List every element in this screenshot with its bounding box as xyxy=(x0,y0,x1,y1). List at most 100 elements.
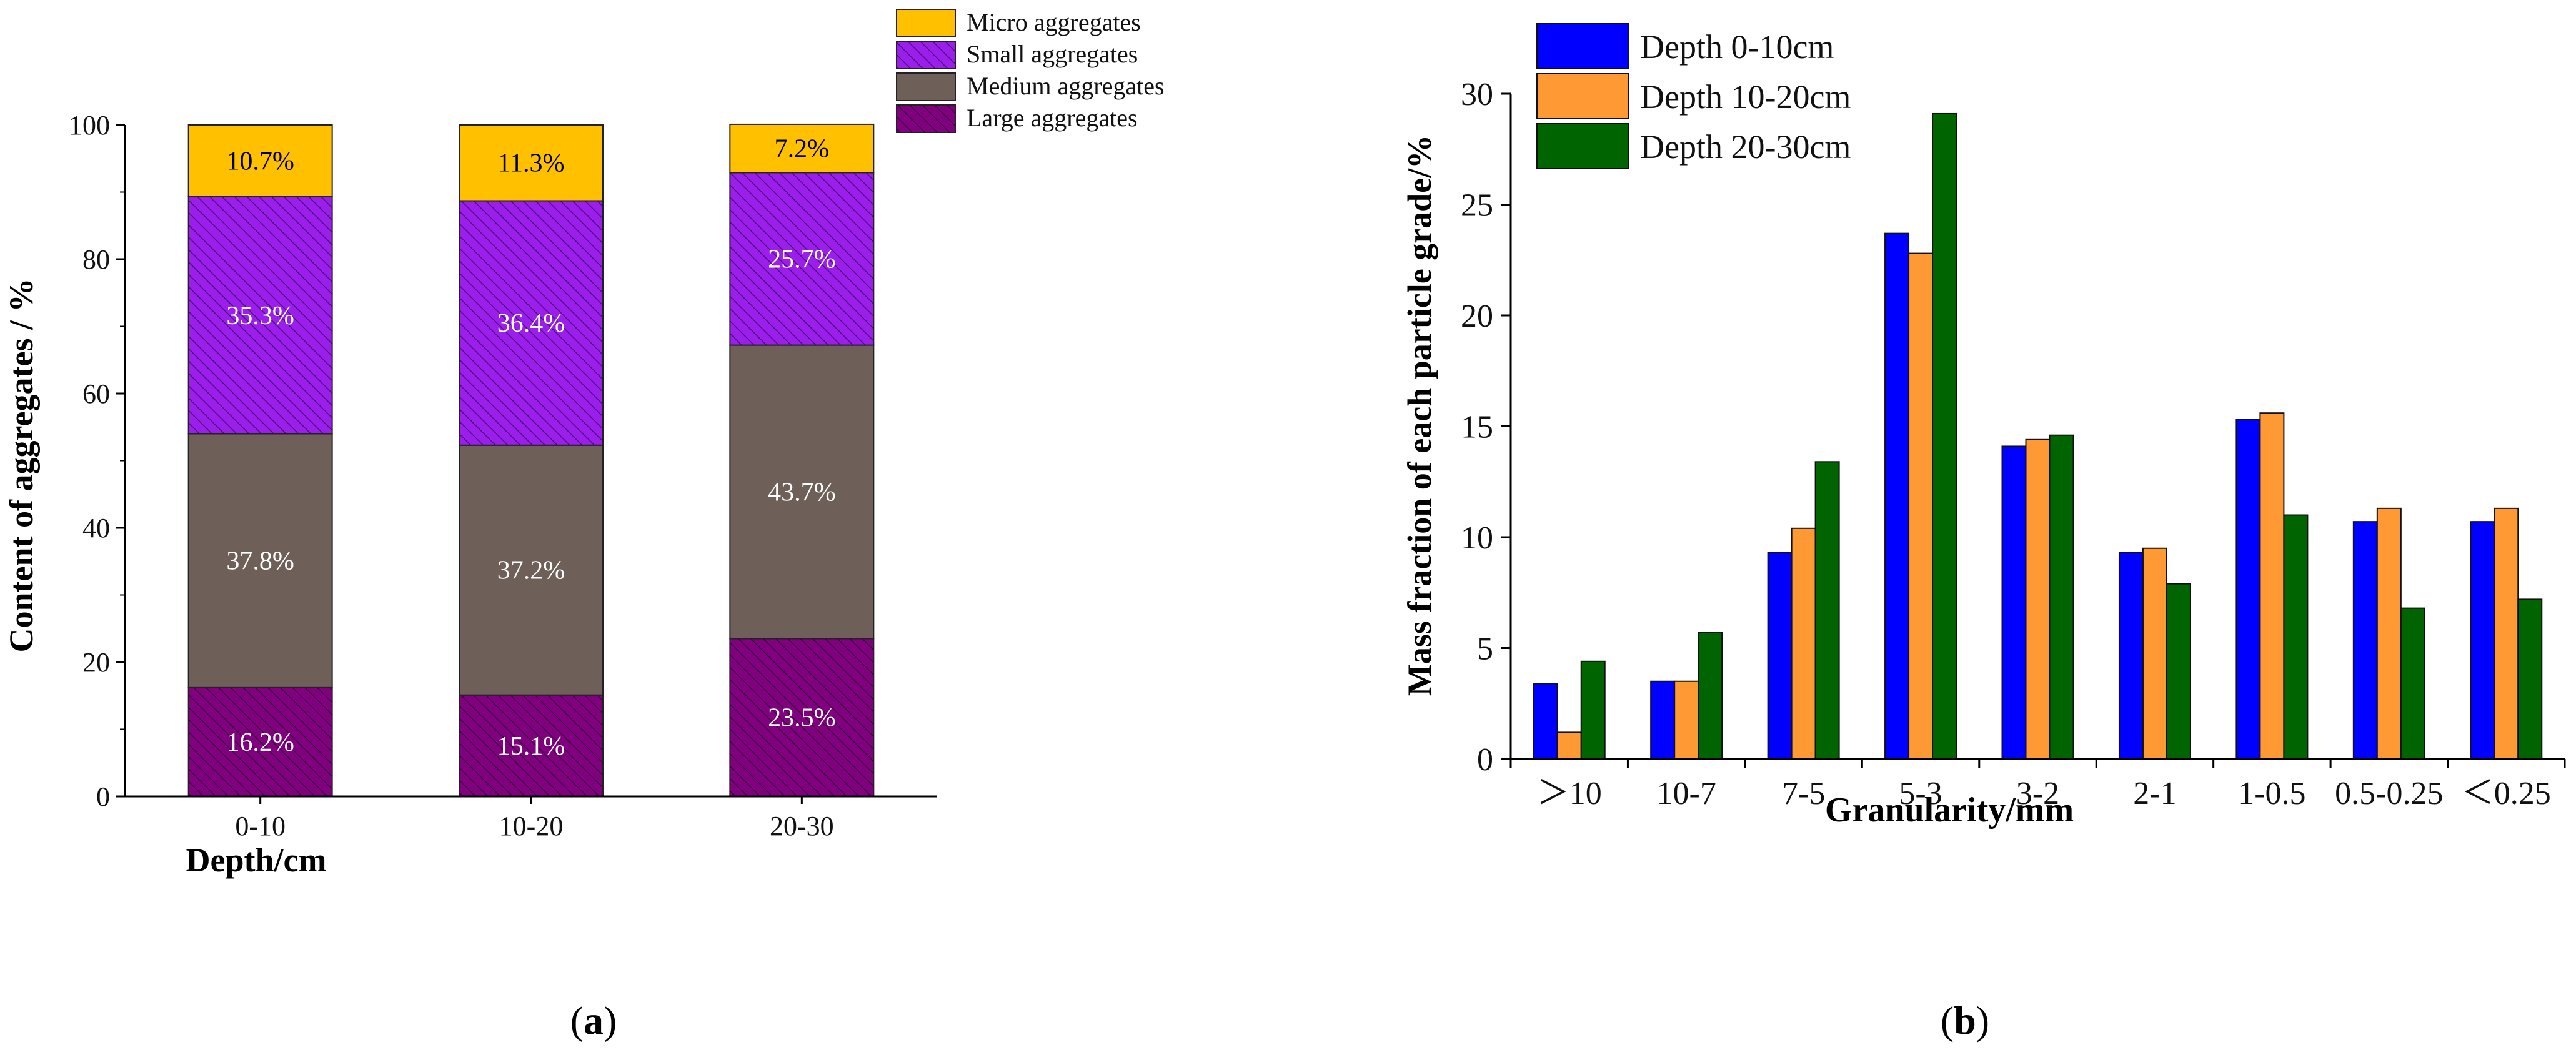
data-label: 35.3% xyxy=(226,302,294,330)
bar-depth-0-10cm-5-3 xyxy=(1884,232,1910,760)
bar-depth-0-10cm-1-0.5 xyxy=(2235,419,2261,760)
y-tick-label: 20 xyxy=(1461,299,1493,334)
y-tick-label: 40 xyxy=(82,513,110,543)
y-tick-label: 15 xyxy=(1461,410,1493,445)
legend-label: Micro aggregates xyxy=(967,8,1141,36)
legend-swatch-large-aggregates xyxy=(896,104,956,133)
x-tick-label: 10-20 xyxy=(499,811,564,841)
panel-b-x-axis-title: Granularity/mm xyxy=(1825,791,2074,830)
x-tick-label: 7-5 xyxy=(1782,776,1825,811)
x-tick-label: 0.5-0.25 xyxy=(2335,776,2443,811)
bar-depth-20-30cm-3-2 xyxy=(2049,434,2074,760)
bar-depth-20-30cm-7-5 xyxy=(1814,461,1840,760)
panel-b-y-axis-title: Mass fraction of each particle grade/% xyxy=(1401,135,1438,696)
bar-segment-large-aggregates-0-10 xyxy=(187,686,333,797)
data-label: 43.7% xyxy=(768,478,836,507)
panel-b-label: (b) xyxy=(1941,998,1989,1043)
bar-depth-0-10cm-10-7 xyxy=(1650,680,1676,760)
legend-swatch-depth-10-20cm xyxy=(1536,73,1629,119)
bar-depth-0-10cm-0.5-0.25 xyxy=(2352,521,2378,760)
legend-swatch-depth-0-10cm xyxy=(1536,23,1629,69)
panel-b-grouped-bar-chart: ＞10 10-7 7-5 5-3 3-2 2-1 1-0.5 0.5-0.25 ＜0.25 0 5 1… xyxy=(1401,23,2566,1043)
data-label: 37.8% xyxy=(226,547,294,576)
y-tick-label: 5 xyxy=(1477,632,1493,667)
legend-label: Medium aggregates xyxy=(967,72,1165,100)
data-label: 15.1% xyxy=(497,732,565,761)
panel-a-stacked-bar-chart: 16.2% 37.8% 35.3% 10.7% 15.1% 37.2% 36.4% 11.3%… xyxy=(2,8,1165,1043)
panel-a-bars: 16.2% 37.8% 35.3% 10.7% 15.1% 37.2% 36.4% 11.3%… xyxy=(187,123,875,798)
bar-segment-large-aggregates-10-20 xyxy=(459,694,604,798)
bar-segment-medium-aggregates-0-10 xyxy=(187,433,333,688)
bar-segment-small-aggregates-20-30 xyxy=(729,172,875,346)
panel-b-axes: ＞10 10-7 7-5 5-3 3-2 2-1 1-0.5 0.5-0.25 ＜0.25 0 5 1… xyxy=(1461,77,2566,811)
x-tick-label: ＜0.25 xyxy=(2462,776,2551,811)
x-tick-label: 1-0.5 xyxy=(2238,776,2305,811)
data-label: 36.4% xyxy=(497,309,565,338)
bar-depth-20-30cm-＜0.25 xyxy=(2517,598,2543,760)
bar-depth-10-20cm-10-7 xyxy=(1674,680,1699,760)
panel-a-x-axis-title: Depth/cm xyxy=(186,841,327,879)
x-tick-label: 5-3 xyxy=(1899,776,1942,811)
y-tick-label: 30 xyxy=(1461,77,1493,112)
data-label: 7.2% xyxy=(775,135,830,164)
bar-depth-0-10cm-3-2 xyxy=(2001,445,2027,760)
bar-depth-10-20cm-3-2 xyxy=(2025,438,2051,760)
bar-depth-10-20cm-2-1 xyxy=(2142,547,2167,760)
data-label: 37.2% xyxy=(497,557,565,585)
bar-depth-10-20cm-1-0.5 xyxy=(2259,412,2285,760)
legend-label: Large aggregates xyxy=(967,104,1138,132)
x-tick-label: 3-2 xyxy=(2016,776,2059,811)
panel-b-label-letter: b xyxy=(1954,998,1976,1043)
bar-segment-micro-aggregates-0-10 xyxy=(187,124,333,198)
panel-a-label-letter: a xyxy=(584,998,604,1043)
y-tick-label: 0 xyxy=(96,781,110,812)
data-label: 11.3% xyxy=(498,149,565,178)
y-tick-label: 100 xyxy=(69,110,110,141)
bar-depth-20-30cm-＞10 xyxy=(1580,660,1606,760)
bar-depth-20-30cm-5-3 xyxy=(1932,112,1957,760)
panel-a-axes: 0-10 10-20 20-30 0 20 40 60 80 100 xyxy=(69,110,937,841)
y-tick-label: 25 xyxy=(1461,188,1493,224)
legend-label: Depth 10-20cm xyxy=(1640,78,1851,116)
x-tick-label: 20-30 xyxy=(770,811,834,841)
bar-depth-20-30cm-2-1 xyxy=(2166,583,2191,760)
bar-depth-0-10cm-7-5 xyxy=(1767,552,1793,760)
bar-depth-10-20cm-＜0.25 xyxy=(2494,507,2519,760)
data-label: 10.7% xyxy=(226,147,294,176)
bar-segment-micro-aggregates-10-20 xyxy=(459,124,604,202)
panel-b-legend: Depth 0-10cm Depth 10-20cm Depth 20-30cm xyxy=(1536,23,1851,169)
bar-depth-0-10cm-＜0.25 xyxy=(2470,521,2495,760)
panel-a-legend: Micro aggregates Small aggregates Medium a… xyxy=(896,8,1165,133)
bar-depth-20-30cm-10-7 xyxy=(1698,632,1723,760)
y-tick-label: 10 xyxy=(1461,520,1493,556)
bar-depth-20-30cm-0.5-0.25 xyxy=(2400,607,2425,760)
y-tick-label: 0 xyxy=(1477,742,1493,778)
bar-segment-medium-aggregates-20-30 xyxy=(729,344,875,640)
legend-label: Small aggregates xyxy=(967,40,1138,68)
y-tick-label: 60 xyxy=(82,379,110,409)
legend-label: Depth 0-10cm xyxy=(1640,28,1834,66)
bar-depth-20-30cm-1-0.5 xyxy=(2283,514,2309,760)
data-label: 16.2% xyxy=(226,728,294,757)
legend-swatch-depth-20-30cm xyxy=(1536,123,1629,169)
bar-depth-0-10cm-2-1 xyxy=(2118,552,2144,760)
bar-depth-10-20cm-＞10 xyxy=(1556,731,1582,760)
bar-segment-micro-aggregates-20-30 xyxy=(729,123,875,174)
x-tick-label: 0-10 xyxy=(235,811,286,841)
x-tick-label: 2-1 xyxy=(2133,776,2176,811)
y-tick-label: 80 xyxy=(82,244,110,275)
bar-depth-10-20cm-7-5 xyxy=(1791,527,1816,760)
data-label: 25.7% xyxy=(768,245,836,274)
bar-depth-0-10cm-＞10 xyxy=(1533,683,1558,760)
legend-swatch-small-aggregates xyxy=(896,41,956,69)
bar-depth-10-20cm-0.5-0.25 xyxy=(2376,507,2402,760)
bar-depth-10-20cm-5-3 xyxy=(1908,252,1934,760)
x-tick-label: 10-7 xyxy=(1657,776,1716,811)
bar-segment-small-aggregates-10-20 xyxy=(459,200,604,446)
y-tick-label: 20 xyxy=(82,647,110,678)
legend-label: Depth 20-30cm xyxy=(1640,128,1851,166)
panel-a-label: (a) xyxy=(570,998,617,1043)
bar-segment-medium-aggregates-10-20 xyxy=(459,444,604,696)
panel-a-y-axis-title: Content of aggregates / % xyxy=(2,279,40,653)
